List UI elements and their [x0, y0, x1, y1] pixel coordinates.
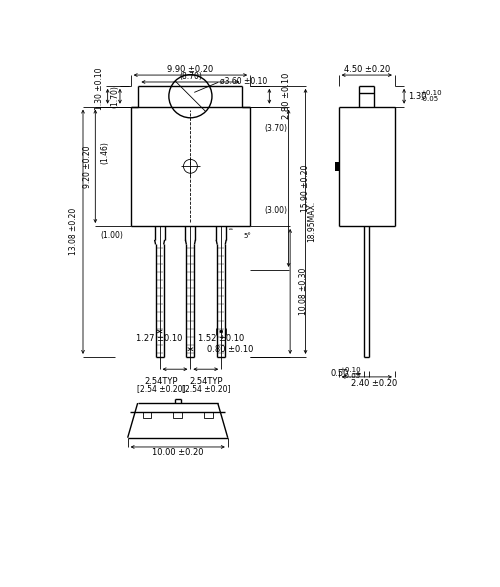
Text: 2.80 ±0.10: 2.80 ±0.10 [282, 73, 291, 119]
Text: 1.52 ±0.10: 1.52 ±0.10 [198, 334, 244, 343]
Text: ø3.60 ±0.10: ø3.60 ±0.10 [220, 76, 267, 85]
Text: 18.95MAX.: 18.95MAX. [307, 201, 316, 242]
Text: 13.08 ±0.20: 13.08 ±0.20 [70, 208, 78, 255]
Text: -0.05: -0.05 [420, 96, 438, 102]
Text: 0.50: 0.50 [330, 369, 348, 377]
Text: [2.54 ±0.20]: [2.54 ±0.20] [182, 384, 230, 393]
Text: 2.40 ±0.20: 2.40 ±0.20 [352, 379, 398, 387]
Text: 1.30: 1.30 [408, 92, 426, 101]
Text: (3.00): (3.00) [264, 206, 287, 215]
Text: (8.70): (8.70) [179, 72, 202, 81]
Text: 15.90 ±0.20: 15.90 ±0.20 [301, 164, 310, 212]
Text: 5°: 5° [243, 233, 251, 239]
Text: 1.30 ±0.10: 1.30 ±0.10 [96, 68, 104, 110]
Text: 0.80 ±0.10: 0.80 ±0.10 [208, 345, 254, 354]
Text: [2.54 ±0.20]: [2.54 ±0.20] [137, 384, 186, 393]
Text: 10.08 ±0.30: 10.08 ±0.30 [300, 268, 308, 315]
Text: -0.05: -0.05 [343, 373, 361, 379]
Bar [204, 412, 212, 419]
Bar [335, 161, 338, 171]
Text: 9.90 ±0.20: 9.90 ±0.20 [168, 65, 214, 74]
Text: +0.10: +0.10 [420, 90, 442, 96]
Text: (1.70): (1.70) [110, 85, 119, 107]
Text: 2.54TYP: 2.54TYP [189, 377, 222, 386]
Text: 2.54TYP: 2.54TYP [144, 377, 178, 386]
Text: (1.46): (1.46) [101, 141, 110, 164]
Text: +0.10: +0.10 [340, 367, 361, 373]
Text: 4.50 ±0.20: 4.50 ±0.20 [344, 65, 390, 74]
Text: 1.27 ±0.10: 1.27 ±0.10 [136, 334, 183, 343]
Text: 9.20 ±0.20: 9.20 ±0.20 [83, 145, 92, 188]
Text: (3.70): (3.70) [264, 124, 287, 133]
Text: 10.00 ±0.20: 10.00 ±0.20 [152, 448, 204, 457]
Bar [142, 412, 151, 419]
Bar [174, 412, 182, 419]
Text: (1.00): (1.00) [100, 231, 123, 239]
